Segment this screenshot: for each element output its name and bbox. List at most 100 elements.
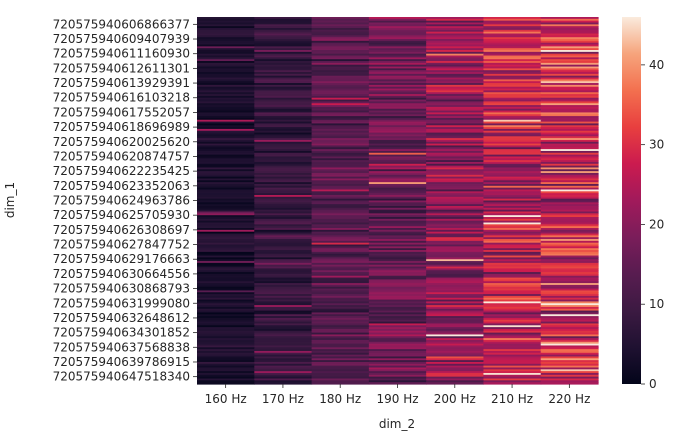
heatmap-cell bbox=[540, 244, 599, 247]
heatmap-cell bbox=[311, 92, 370, 95]
heatmap-cell bbox=[483, 145, 542, 148]
heatmap-cell bbox=[483, 64, 542, 68]
heatmap-cell bbox=[368, 24, 427, 27]
heatmap-cell bbox=[483, 112, 542, 115]
heatmap-cell bbox=[368, 284, 427, 288]
heatmap-cell bbox=[483, 57, 542, 60]
heatmap-cell bbox=[197, 317, 255, 321]
heatmap-cell bbox=[311, 367, 370, 370]
heatmap-cell bbox=[540, 275, 599, 279]
heatmap-cell bbox=[311, 361, 370, 365]
heatmap-cell bbox=[197, 272, 255, 275]
heatmap-cell bbox=[483, 341, 542, 345]
heatmap-cell bbox=[483, 349, 542, 352]
heatmap-cell bbox=[426, 294, 485, 297]
heatmap-cell bbox=[426, 257, 485, 260]
heatmap-cell bbox=[254, 158, 313, 161]
heatmap-cell bbox=[426, 319, 485, 323]
heatmap-cell bbox=[368, 299, 427, 303]
heatmap-cell bbox=[483, 215, 542, 218]
heatmap-cell bbox=[368, 17, 427, 20]
heatmap-cell bbox=[426, 325, 485, 328]
heatmap-cell bbox=[483, 114, 542, 117]
heatmap-cell bbox=[368, 171, 427, 174]
heatmap-cell bbox=[540, 174, 599, 178]
heatmap-cell bbox=[426, 264, 485, 268]
heatmap-cell bbox=[311, 281, 370, 284]
heatmap-cell bbox=[540, 22, 599, 25]
heatmap-cell bbox=[254, 160, 313, 163]
heatmap-cell bbox=[368, 193, 427, 196]
heatmap-cell bbox=[483, 305, 542, 308]
heatmap-cell bbox=[197, 123, 255, 126]
heatmap-cell bbox=[254, 308, 313, 312]
heatmap-cell bbox=[483, 200, 542, 203]
heatmap-cell bbox=[483, 294, 542, 297]
heatmap-cell bbox=[483, 59, 542, 62]
heatmap-cell bbox=[540, 138, 599, 141]
heatmap-cell bbox=[197, 141, 255, 145]
heatmap-cell bbox=[254, 119, 313, 123]
heatmap-cell bbox=[540, 189, 599, 192]
heatmap-cell bbox=[254, 356, 313, 359]
heatmap-cell bbox=[254, 127, 313, 130]
heatmap-cell bbox=[311, 250, 370, 253]
heatmap-cell bbox=[483, 147, 542, 150]
heatmap-cell bbox=[368, 240, 427, 244]
heatmap-cell bbox=[540, 68, 599, 71]
heatmap-cell bbox=[368, 330, 427, 334]
heatmap-cell bbox=[311, 68, 370, 71]
heatmap-cell bbox=[540, 284, 599, 288]
heatmap-cell bbox=[311, 339, 370, 343]
heatmap-cell bbox=[311, 327, 370, 330]
heatmap-cell bbox=[254, 22, 313, 25]
heatmap-cell bbox=[540, 259, 599, 262]
heatmap-cell bbox=[483, 84, 542, 88]
heatmap-cell bbox=[254, 84, 313, 88]
heatmap-cell bbox=[311, 211, 370, 214]
heatmap-cell bbox=[368, 40, 427, 44]
heatmap-cell bbox=[254, 165, 313, 169]
heatmap-cell bbox=[483, 367, 542, 370]
heatmap-cell bbox=[197, 127, 255, 130]
heatmap-cell bbox=[311, 62, 370, 66]
heatmap-cell bbox=[426, 169, 485, 172]
heatmap-cell bbox=[368, 308, 427, 312]
heatmap-cell bbox=[368, 53, 427, 57]
heatmap-cell bbox=[197, 327, 255, 330]
heatmap-cell bbox=[197, 178, 255, 181]
heatmap-cell bbox=[483, 275, 542, 279]
heatmap-cell bbox=[197, 264, 255, 268]
heatmap-cell bbox=[197, 83, 255, 86]
heatmap-cell bbox=[483, 239, 542, 242]
heatmap-cell bbox=[311, 152, 370, 156]
heatmap-cell bbox=[540, 211, 599, 214]
heatmap-cell bbox=[368, 95, 427, 99]
heatmap-cell bbox=[540, 305, 599, 308]
heatmap-cell bbox=[540, 303, 599, 306]
heatmap-cell bbox=[368, 281, 427, 284]
heatmap-cell bbox=[540, 117, 599, 121]
heatmap-cell bbox=[311, 253, 370, 257]
heatmap-cell bbox=[426, 305, 485, 308]
heatmap-cell bbox=[540, 171, 599, 174]
heatmap-cell bbox=[368, 327, 427, 330]
heatmap-cell bbox=[368, 200, 427, 203]
y-tick-label: 720575940626308697 bbox=[53, 223, 190, 237]
heatmap-cell bbox=[197, 382, 255, 385]
heatmap-cell bbox=[483, 191, 542, 194]
heatmap-cell bbox=[540, 283, 599, 286]
heatmap-cell bbox=[368, 174, 427, 178]
heatmap-cell bbox=[254, 382, 313, 385]
heatmap-cell bbox=[197, 145, 255, 148]
heatmap-cell bbox=[483, 292, 542, 295]
heatmap-cell bbox=[311, 178, 370, 181]
heatmap-cell bbox=[483, 222, 542, 225]
heatmap-cell bbox=[254, 79, 313, 82]
heatmap-cell bbox=[368, 138, 427, 141]
heatmap-cell bbox=[540, 202, 599, 205]
heatmap-cell bbox=[197, 204, 255, 207]
heatmap-cell bbox=[426, 101, 485, 104]
heatmap-cell bbox=[368, 150, 427, 154]
heatmap-cell bbox=[540, 306, 599, 310]
